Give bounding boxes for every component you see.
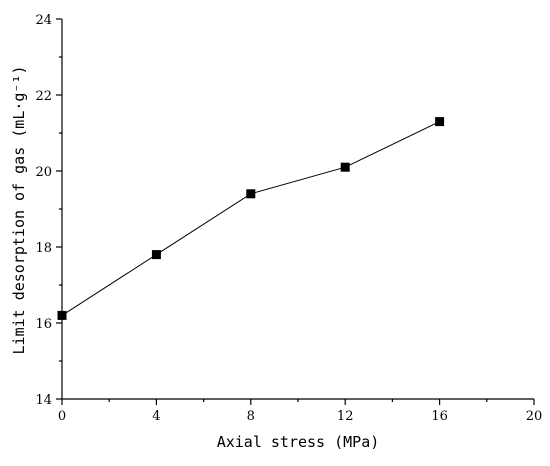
y-tick-label: 18 (35, 241, 52, 256)
x-tick-label: 4 (152, 409, 160, 424)
y-tick-label: 20 (35, 165, 52, 180)
markers (57, 117, 445, 320)
y-tick-label: 24 (35, 13, 52, 28)
x-tick-label: 0 (58, 409, 66, 424)
y-tick-label: 14 (35, 393, 52, 408)
data-point-marker (340, 162, 350, 172)
ticks (56, 18, 535, 405)
data-point-marker (57, 310, 67, 320)
data-point-marker (246, 189, 256, 199)
axes (61, 19, 534, 400)
x-tick-label: 12 (337, 409, 354, 424)
x-tick-label: 8 (247, 409, 255, 424)
x-axis-title: Axial stress (MPa) (217, 433, 380, 451)
data-point-marker (435, 117, 445, 127)
series (61, 121, 440, 316)
y-axis-title: Limit desorption of gas (mL·g⁻¹) (10, 66, 28, 355)
y-tick-label: 22 (35, 89, 52, 104)
tick-labels: 0 4 8 12 16 20 14 16 18 20 22 24 (35, 13, 542, 424)
x-tick-label: 16 (431, 409, 448, 424)
data-point-marker (151, 250, 161, 260)
series-line (61, 121, 440, 316)
y-tick-label: 16 (35, 317, 52, 332)
x-tick-label: 20 (526, 409, 543, 424)
